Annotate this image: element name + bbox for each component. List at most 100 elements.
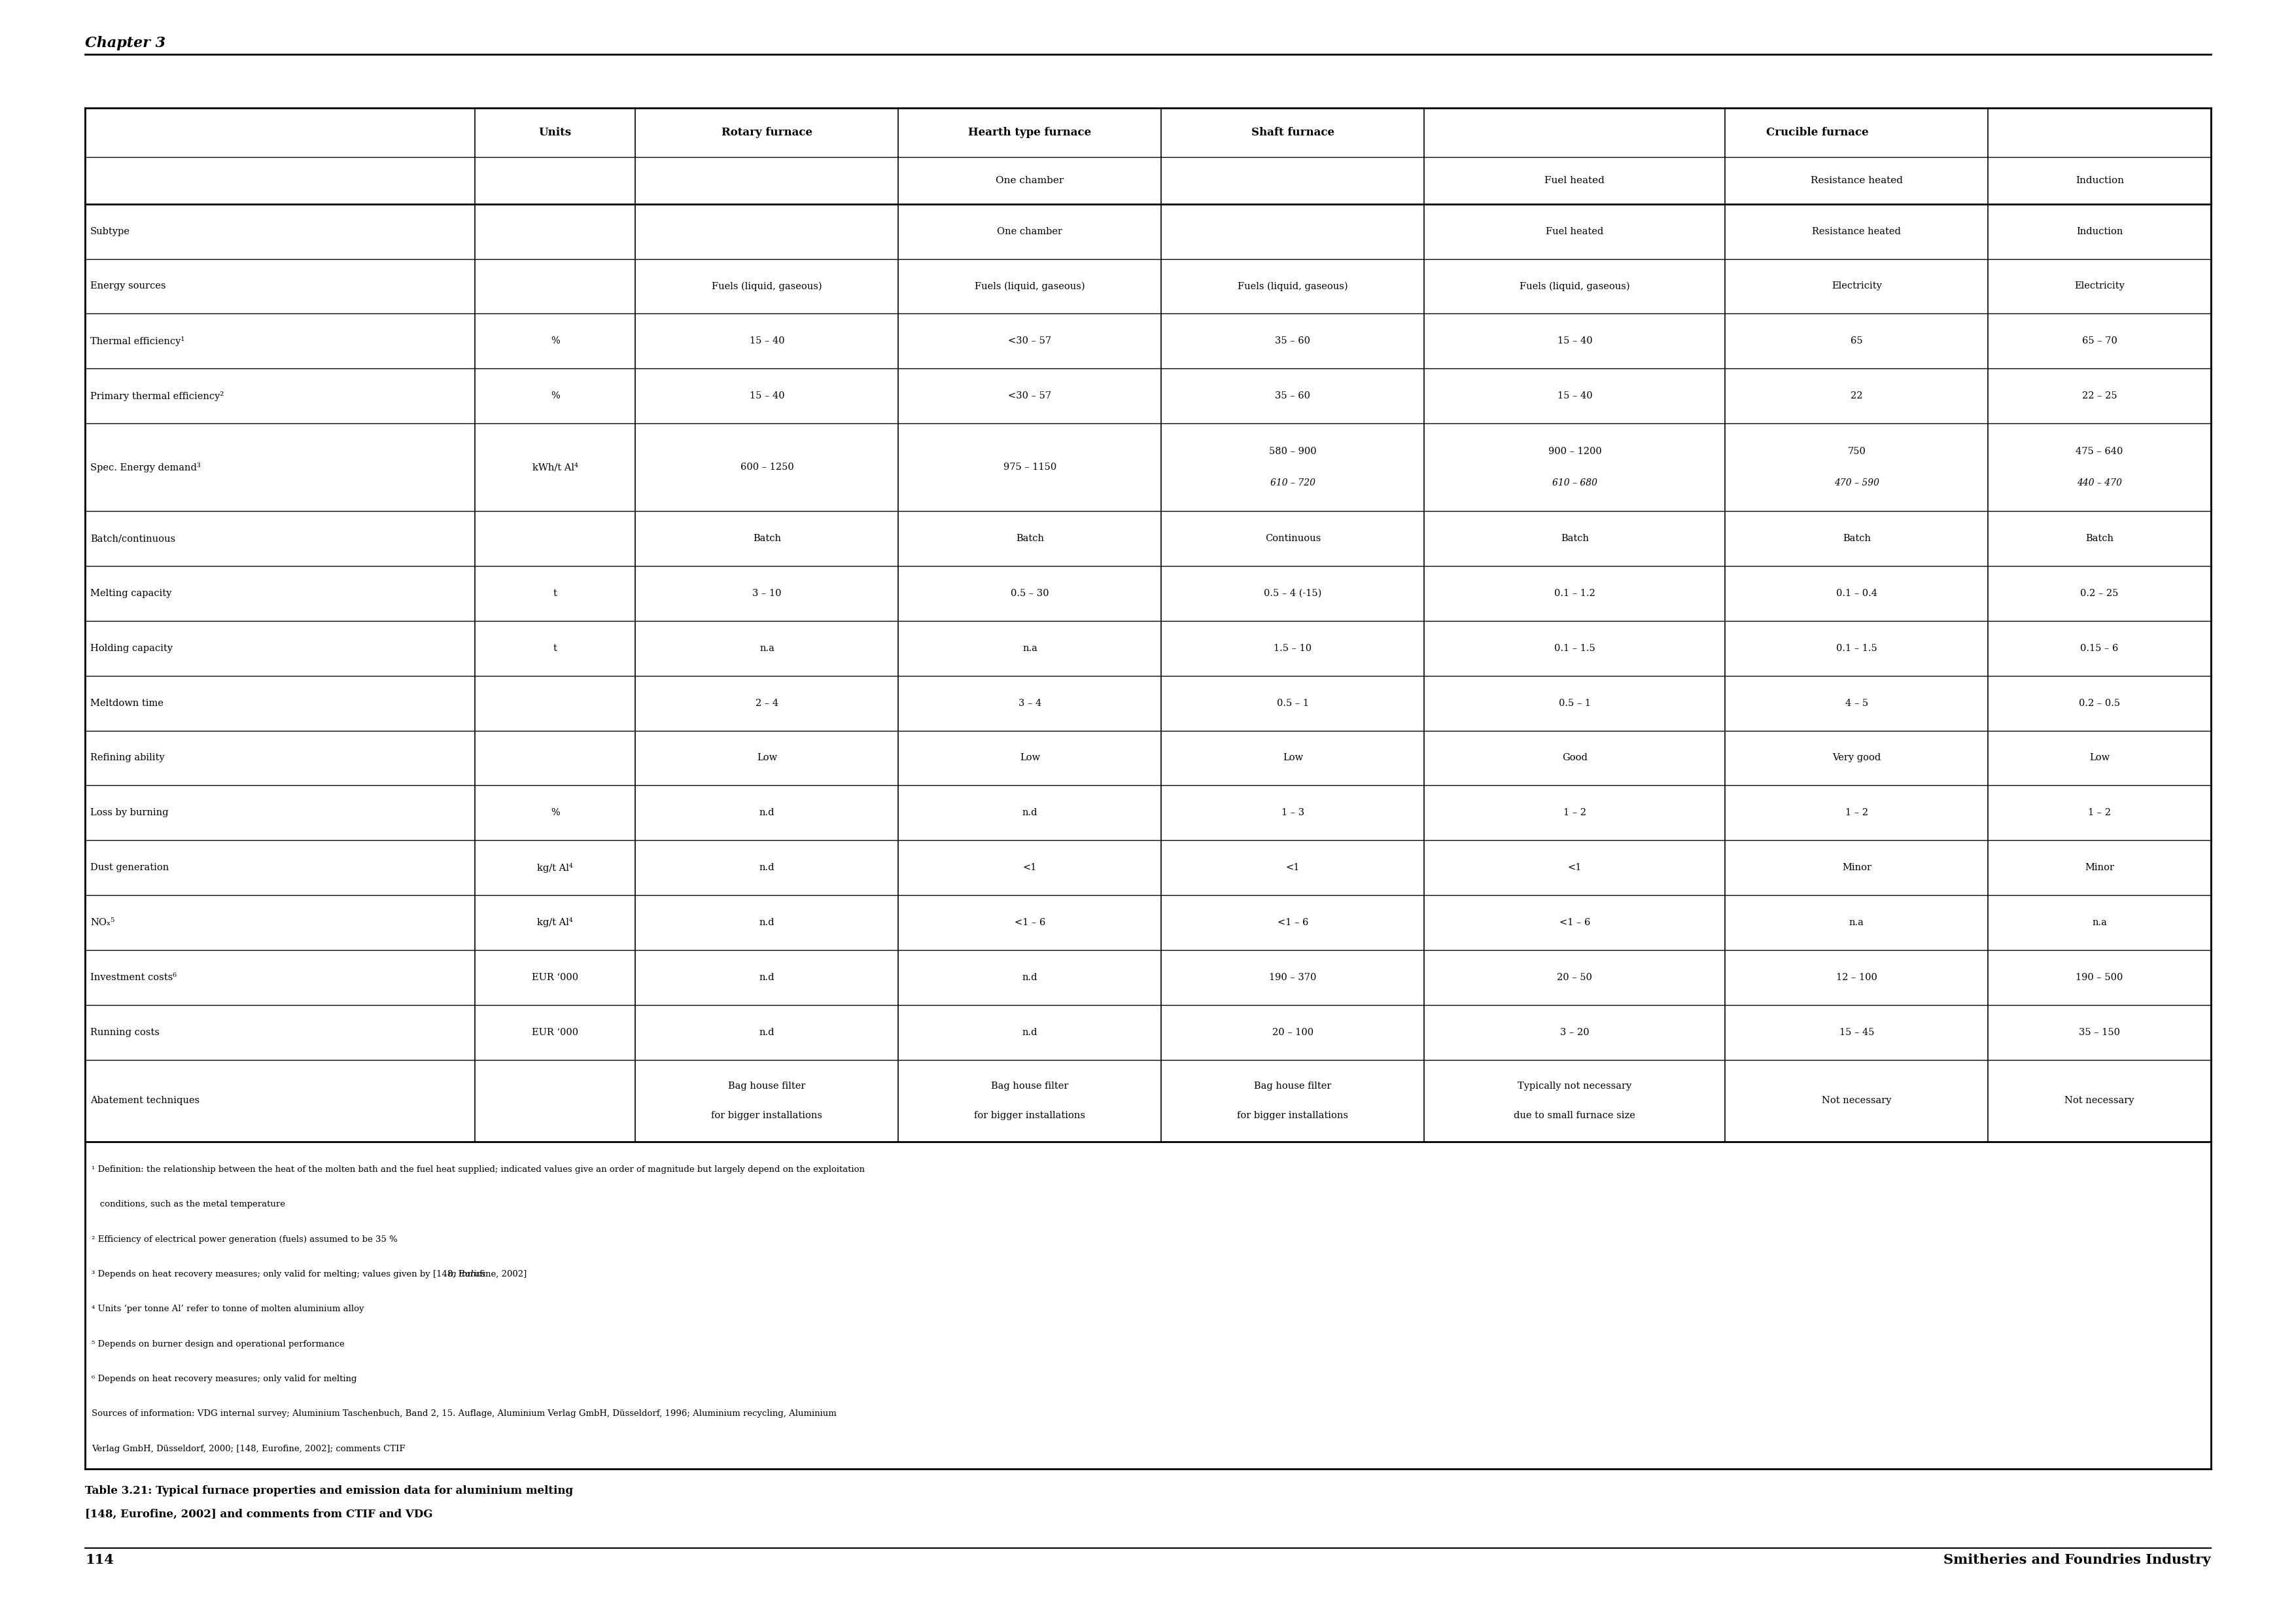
Text: %: %	[551, 808, 560, 817]
Text: Continuous: Continuous	[1265, 534, 1320, 543]
Text: for bigger installations: for bigger installations	[712, 1111, 822, 1121]
Text: Hearth type furnace: Hearth type furnace	[969, 127, 1091, 138]
Text: NOₓ⁵: NOₓ⁵	[90, 918, 115, 928]
Text: 580 – 900: 580 – 900	[1270, 448, 1316, 456]
Text: 0.2 – 25: 0.2 – 25	[2080, 589, 2119, 599]
Text: 15 – 40: 15 – 40	[748, 336, 785, 345]
Text: 440 – 470: 440 – 470	[2078, 478, 2122, 488]
Text: Induction: Induction	[2076, 227, 2124, 235]
Text: Verlag GmbH, Düsseldorf, 2000; [148, Eurofine, 2002]; comments CTIF: Verlag GmbH, Düsseldorf, 2000; [148, Eur…	[92, 1445, 404, 1453]
Text: Resistance heated: Resistance heated	[1812, 227, 1901, 235]
Text: Subtype: Subtype	[90, 227, 131, 235]
Text: Spec. Energy demand³: Spec. Energy demand³	[90, 462, 200, 472]
Text: Fuels (liquid, gaseous): Fuels (liquid, gaseous)	[712, 282, 822, 290]
Text: 3 – 4: 3 – 4	[1019, 699, 1042, 707]
Text: 190 – 500: 190 – 500	[2076, 973, 2124, 981]
Text: Crucible furnace: Crucible furnace	[1766, 127, 1869, 138]
Text: EUR ‘000: EUR ‘000	[533, 1028, 579, 1036]
Text: n.d: n.d	[1022, 973, 1038, 981]
Text: due to small furnace size: due to small furnace size	[1513, 1111, 1635, 1121]
Text: 4 – 5: 4 – 5	[1846, 699, 1869, 707]
Text: Low: Low	[1019, 753, 1040, 762]
Text: n.a: n.a	[1848, 918, 1864, 928]
Text: kWh/t Al⁴: kWh/t Al⁴	[533, 462, 579, 472]
Text: 114: 114	[85, 1554, 115, 1567]
Text: Not necessary: Not necessary	[2064, 1096, 2135, 1106]
Text: 750: 750	[1848, 448, 1867, 456]
Text: <30 – 57: <30 – 57	[1008, 391, 1052, 401]
Text: conditions, such as the metal temperature: conditions, such as the metal temperatur…	[92, 1200, 285, 1208]
Text: 1 – 2: 1 – 2	[2087, 808, 2110, 817]
Text: Investment costs⁶: Investment costs⁶	[90, 973, 177, 981]
Text: 610 – 720: 610 – 720	[1270, 478, 1316, 488]
Text: <1 – 6: <1 – 6	[1277, 918, 1309, 928]
Text: ¹ Definition: the relationship between the heat of the molten bath and the fuel : ¹ Definition: the relationship between t…	[92, 1165, 866, 1174]
Text: Bag house filter: Bag house filter	[992, 1082, 1068, 1090]
Text: Meltdown time: Meltdown time	[90, 699, 163, 707]
Text: ² Efficiency of electrical power generation (fuels) assumed to be 35 %: ² Efficiency of electrical power generat…	[92, 1234, 397, 1244]
Text: n.d: n.d	[760, 1028, 774, 1036]
Text: for bigger installations: for bigger installations	[1238, 1111, 1348, 1121]
Text: 35 – 150: 35 – 150	[2078, 1028, 2119, 1036]
Text: Table 3.21: Typical furnace properties and emission data for aluminium melting: Table 3.21: Typical furnace properties a…	[85, 1486, 574, 1495]
Text: 900 – 1200: 900 – 1200	[1548, 448, 1603, 456]
Text: Low: Low	[1283, 753, 1304, 762]
Text: for bigger installations: for bigger installations	[974, 1111, 1086, 1121]
Text: Sources of information: VDG internal survey; Aluminium Taschenbuch, Band 2, 15. : Sources of information: VDG internal sur…	[92, 1410, 836, 1418]
Text: 0.1 – 1.5: 0.1 – 1.5	[1554, 644, 1596, 654]
Text: One chamber: One chamber	[996, 227, 1063, 235]
Text: 610 – 680: 610 – 680	[1552, 478, 1598, 488]
Text: Holding capacity: Holding capacity	[90, 644, 172, 654]
Text: n.d: n.d	[760, 918, 774, 928]
Text: Shaft furnace: Shaft furnace	[1251, 127, 1334, 138]
Text: Smitheries and Foundries Industry: Smitheries and Foundries Industry	[1945, 1554, 2211, 1567]
Text: 0.5 – 30: 0.5 – 30	[1010, 589, 1049, 599]
Text: 0.2 – 0.5: 0.2 – 0.5	[2078, 699, 2119, 707]
Text: 0.1 – 0.4: 0.1 – 0.4	[1837, 589, 1878, 599]
Text: EUR ‘000: EUR ‘000	[533, 973, 579, 981]
Text: %: %	[551, 336, 560, 345]
Text: kg/t Al⁴: kg/t Al⁴	[537, 863, 574, 873]
Text: Fuels (liquid, gaseous): Fuels (liquid, gaseous)	[976, 282, 1086, 290]
Text: Minor: Minor	[2085, 863, 2115, 873]
Text: Running costs: Running costs	[90, 1028, 158, 1036]
Text: n.a: n.a	[760, 644, 774, 654]
Text: n.a: n.a	[1022, 644, 1038, 654]
Text: ³ Depends on heat recovery measures; only valid for melting; values given by [14: ³ Depends on heat recovery measures; onl…	[92, 1270, 530, 1278]
Text: Very good: Very good	[1832, 753, 1880, 762]
Text: 0.5 – 4 (-15): 0.5 – 4 (-15)	[1263, 589, 1322, 599]
Text: Primary thermal efficiency²: Primary thermal efficiency²	[90, 391, 225, 401]
Text: <1: <1	[1568, 863, 1582, 873]
Text: 3 – 10: 3 – 10	[753, 589, 781, 599]
Text: <1: <1	[1024, 863, 1038, 873]
Text: Loss by burning: Loss by burning	[90, 808, 168, 817]
Text: 600 – 1250: 600 – 1250	[739, 462, 794, 472]
Text: Minor: Minor	[1841, 863, 1871, 873]
Text: Fuel heated: Fuel heated	[1545, 177, 1605, 185]
Text: n.d: n.d	[760, 808, 774, 817]
Text: Bag house filter: Bag house filter	[1254, 1082, 1332, 1090]
Text: Resistance heated: Resistance heated	[1812, 177, 1903, 185]
Text: Low: Low	[2089, 753, 2110, 762]
Text: %: %	[551, 391, 560, 401]
Text: 0.1 – 1.2: 0.1 – 1.2	[1554, 589, 1596, 599]
Text: 15 – 40: 15 – 40	[748, 391, 785, 401]
Text: [148, Eurofine, 2002] and comments from CTIF and VDG: [148, Eurofine, 2002] and comments from …	[85, 1508, 432, 1520]
Text: Good: Good	[1561, 753, 1587, 762]
Text: n.d: n.d	[1022, 1028, 1038, 1036]
Text: <1 – 6: <1 – 6	[1559, 918, 1591, 928]
Text: Abatement techniques: Abatement techniques	[90, 1096, 200, 1106]
Text: 0.1 – 1.5: 0.1 – 1.5	[1837, 644, 1878, 654]
Text: Thermal efficiency¹: Thermal efficiency¹	[90, 336, 184, 345]
Text: Low: Low	[758, 753, 776, 762]
Text: Batch: Batch	[1561, 534, 1589, 543]
Text: Units: Units	[540, 127, 572, 138]
Text: 35 – 60: 35 – 60	[1274, 391, 1311, 401]
Text: 22: 22	[1851, 391, 1862, 401]
Text: 1 – 3: 1 – 3	[1281, 808, 1304, 817]
Text: 0.5 – 1: 0.5 – 1	[1559, 699, 1591, 707]
Text: Fuel heated: Fuel heated	[1545, 227, 1603, 235]
Text: Melting capacity: Melting capacity	[90, 589, 172, 599]
Text: Induction: Induction	[2076, 177, 2124, 185]
Text: 475 – 640: 475 – 640	[2076, 448, 2124, 456]
